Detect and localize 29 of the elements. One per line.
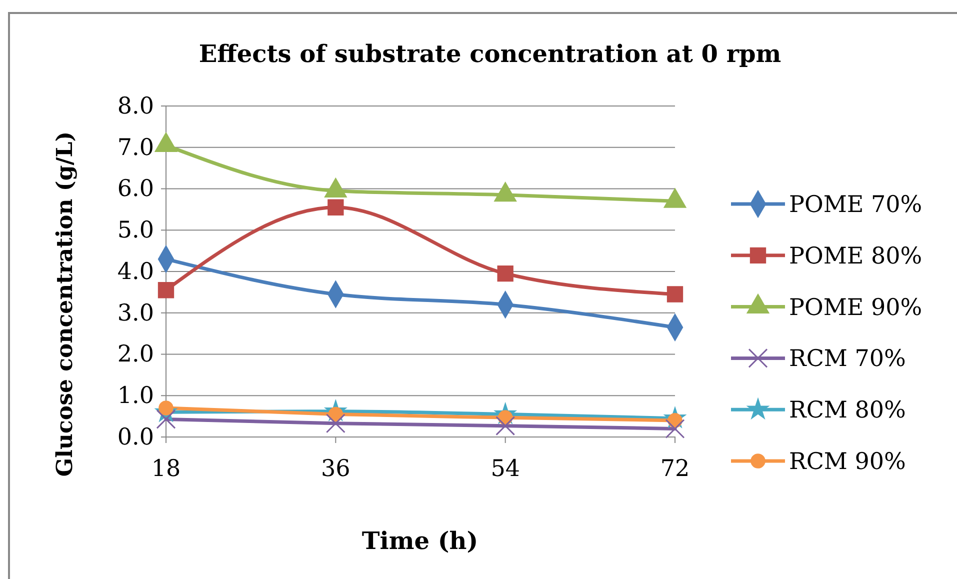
x-axis-title: Time (h)	[362, 526, 478, 555]
point	[328, 199, 344, 216]
point	[326, 414, 346, 434]
point	[666, 286, 684, 302]
y-axis-title: Glucose concentration (g/L)	[52, 131, 78, 477]
point	[496, 416, 516, 436]
legend-label: POME 90%	[789, 294, 922, 321]
legend-label: POME 80%	[789, 243, 922, 270]
x-tick-label: 72	[660, 456, 690, 482]
point	[497, 265, 514, 282]
x-tick-label: 54	[490, 456, 520, 482]
y-tick-label: 2.0	[117, 342, 154, 368]
x-tick-label: 36	[321, 456, 350, 482]
legend-label: RCM 70%	[789, 346, 906, 372]
point	[158, 282, 174, 298]
y-tick-label: 6.0	[117, 176, 154, 202]
y-tick-label: 4.0	[117, 258, 154, 285]
y-tick-label: 8.0	[117, 93, 154, 120]
x-tick-label: 18	[151, 456, 181, 482]
y-tick-label: 3.0	[117, 300, 154, 326]
legend-label: RCM 90%	[789, 449, 906, 475]
legend-label: POME 70%	[789, 192, 922, 218]
point	[665, 418, 685, 438]
chart-title: Effects of substrate concentration at 0 rpm	[198, 39, 782, 68]
y-tick-label: 1.0	[117, 382, 154, 409]
y-tick-label: 7.0	[117, 134, 154, 161]
y-tick-label: 0.0	[117, 424, 154, 450]
legend-label: RCM 80%	[789, 398, 906, 424]
y-tick-label: 5.0	[117, 217, 154, 244]
